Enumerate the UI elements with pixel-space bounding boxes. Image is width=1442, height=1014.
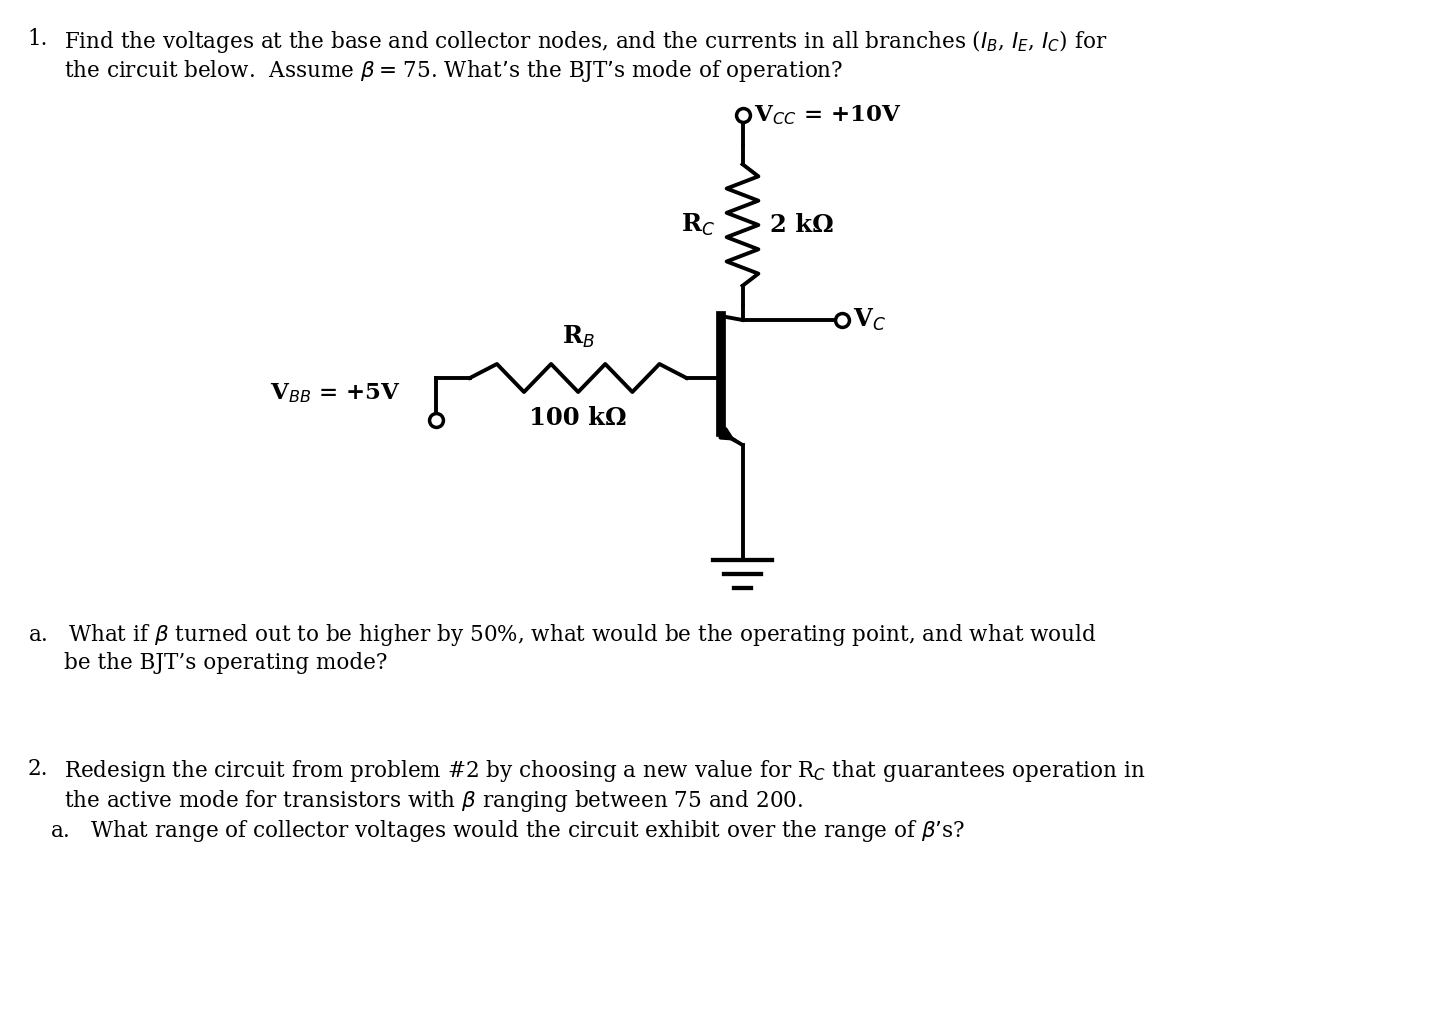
Text: 100 kΩ: 100 kΩ bbox=[529, 406, 627, 430]
Text: the active mode for transistors with $\beta$ ranging between 75 and 200.: the active mode for transistors with $\b… bbox=[65, 788, 803, 814]
Text: the circuit below.  Assume $\beta$ = 75. What’s the BJT’s mode of operation?: the circuit below. Assume $\beta$ = 75. … bbox=[65, 58, 844, 84]
Text: a.   What range of collector voltages would the circuit exhibit over the range o: a. What range of collector voltages woul… bbox=[49, 818, 965, 844]
Text: V$_{BB}$ = +5V: V$_{BB}$ = +5V bbox=[270, 381, 401, 405]
Text: V$_C$: V$_C$ bbox=[854, 307, 887, 334]
Text: 2.: 2. bbox=[27, 758, 48, 780]
Text: 1.: 1. bbox=[27, 28, 48, 50]
Text: R$_C$: R$_C$ bbox=[681, 212, 715, 238]
Text: Redesign the circuit from problem #2 by choosing a new value for R$_C$ that guar: Redesign the circuit from problem #2 by … bbox=[65, 758, 1146, 784]
Text: be the BJT’s operating mode?: be the BJT’s operating mode? bbox=[65, 652, 388, 674]
Text: 2 kΩ: 2 kΩ bbox=[770, 213, 833, 237]
Text: a.   What if $\beta$ turned out to be higher by 50%, what would be the operating: a. What if $\beta$ turned out to be high… bbox=[27, 622, 1096, 648]
Text: Find the voltages at the base and collector nodes, and the currents in all branc: Find the voltages at the base and collec… bbox=[65, 28, 1107, 55]
Text: V$_{CC}$ = +10V: V$_{CC}$ = +10V bbox=[754, 103, 901, 127]
Text: R$_B$: R$_B$ bbox=[562, 323, 594, 350]
